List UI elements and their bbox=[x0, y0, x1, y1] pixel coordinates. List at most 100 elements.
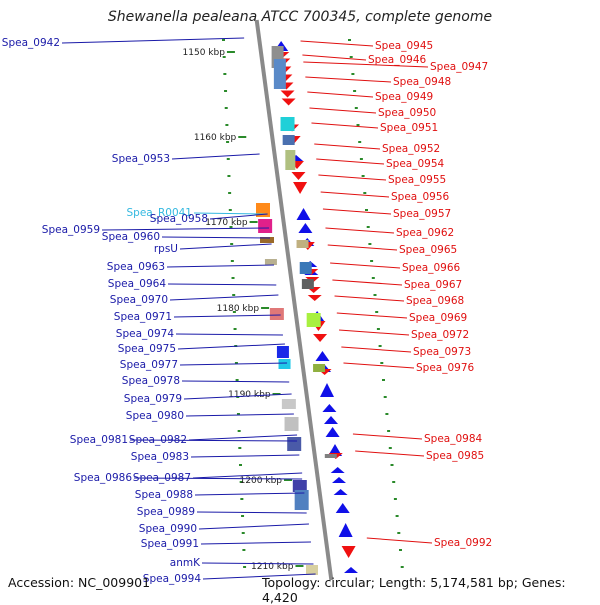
forward-gene-arrow[interactable] bbox=[320, 383, 334, 397]
feature-box[interactable] bbox=[296, 240, 309, 248]
left-gene-label[interactable]: Spea_0975 bbox=[118, 343, 176, 355]
left-gene-label[interactable]: Spea_0977 bbox=[120, 359, 178, 371]
forward-gene-arrow[interactable] bbox=[338, 523, 353, 537]
reverse-gene-arrow[interactable] bbox=[280, 90, 295, 98]
feature-box[interactable] bbox=[292, 480, 307, 492]
feature-box[interactable] bbox=[306, 313, 321, 327]
left-gene-label[interactable]: Spea_0991 bbox=[141, 538, 199, 550]
right-gene-label[interactable]: Spea_0985 bbox=[426, 450, 484, 462]
feature-box[interactable] bbox=[284, 417, 299, 431]
feature-box[interactable] bbox=[301, 279, 314, 289]
right-gene-label[interactable]: Spea_0976 bbox=[416, 362, 475, 374]
left-gene-label[interactable]: Spea_0987 bbox=[133, 472, 191, 484]
left-gene-label[interactable]: Spea_R0041 bbox=[127, 207, 193, 219]
forward-gene-arrow[interactable] bbox=[333, 489, 348, 495]
right-gene-label[interactable]: Spea_0965 bbox=[399, 244, 457, 256]
feature-box[interactable] bbox=[294, 490, 309, 510]
left-gene-label[interactable]: Spea_0959 bbox=[42, 224, 100, 236]
right-gene-label[interactable]: Spea_0966 bbox=[402, 262, 461, 274]
left-gene-label[interactable]: Spea_0983 bbox=[131, 451, 189, 463]
feature-box[interactable] bbox=[299, 262, 312, 274]
reverse-gene-arrow[interactable] bbox=[307, 295, 322, 301]
forward-gene-arrow[interactable] bbox=[335, 503, 350, 513]
right-gene-label[interactable]: Spea_0951 bbox=[380, 122, 438, 134]
left-gene-label[interactable]: Spea_0981 bbox=[70, 434, 128, 446]
right-gene-label[interactable]: Spea_0952 bbox=[382, 143, 440, 155]
forward-gene-arrow[interactable] bbox=[324, 416, 338, 424]
label-leader-line bbox=[339, 329, 410, 336]
right-gene-label[interactable]: Spea_0992 bbox=[434, 537, 492, 549]
forward-gene-arrow[interactable] bbox=[344, 567, 358, 573]
reverse-gene-arrow[interactable] bbox=[313, 334, 328, 342]
left-gene-label[interactable]: anmK bbox=[170, 557, 201, 569]
feature-box[interactable] bbox=[278, 359, 291, 369]
feature-box[interactable] bbox=[281, 399, 296, 409]
left-gene-label[interactable]: Spea_0971 bbox=[114, 311, 172, 323]
left-gene-label[interactable]: Spea_0958 bbox=[150, 213, 208, 225]
right-gene-label[interactable]: Spea_0947 bbox=[430, 61, 488, 73]
right-gene-label[interactable]: Spea_0962 bbox=[396, 227, 454, 239]
right-gene-label[interactable]: Spea_0969 bbox=[409, 312, 467, 324]
left-gene-label[interactable]: Spea_0960 bbox=[102, 231, 160, 243]
right-gene-label[interactable]: Spea_0945 bbox=[375, 40, 433, 52]
left-gene-label[interactable]: Spea_0953 bbox=[112, 153, 170, 165]
label-leader-line bbox=[179, 243, 272, 250]
right-gene-label[interactable]: Spea_0955 bbox=[388, 174, 446, 186]
left-gene-label[interactable]: Spea_0964 bbox=[108, 278, 167, 290]
forward-gene-arrow[interactable] bbox=[330, 467, 345, 473]
right-gene-label[interactable]: Spea_0967 bbox=[404, 279, 462, 291]
feature-box[interactable] bbox=[282, 135, 295, 145]
feature-box[interactable] bbox=[273, 59, 286, 89]
right-gene-label[interactable]: Spea_0949 bbox=[375, 91, 433, 103]
feature-box[interactable] bbox=[280, 117, 295, 131]
left-gene-label[interactable]: Spea_0979 bbox=[124, 393, 182, 405]
feature-box[interactable] bbox=[306, 565, 318, 575]
left-gene-label[interactable]: Spea_0986 bbox=[74, 472, 133, 484]
left-gene-label[interactable]: Spea_0988 bbox=[135, 489, 193, 501]
left-gene-label[interactable]: Spea_0990 bbox=[139, 523, 197, 535]
left-gene-label[interactable]: Spea_0942 bbox=[2, 37, 60, 49]
feature-box[interactable] bbox=[260, 237, 274, 243]
right-gene-label[interactable]: Spea_0973 bbox=[413, 346, 471, 358]
left-gene-label[interactable]: rpsU bbox=[154, 243, 178, 255]
left-gene-label[interactable]: Spea_0980 bbox=[126, 410, 184, 422]
forward-gene-arrow[interactable] bbox=[315, 351, 330, 361]
right-gene-label[interactable]: Spea_0946 bbox=[368, 54, 427, 66]
right-gene-label[interactable]: Spea_0954 bbox=[386, 158, 445, 170]
right-gene-label[interactable]: Spea_0957 bbox=[393, 208, 451, 220]
left-gene-label[interactable]: Spea_0994 bbox=[143, 573, 202, 585]
reverse-gene-arrow[interactable] bbox=[281, 98, 296, 106]
left-gene-label[interactable]: Spea_0974 bbox=[116, 328, 175, 340]
reverse-gene-arrow[interactable] bbox=[291, 172, 306, 180]
forward-gene-arrow[interactable] bbox=[332, 477, 346, 483]
label-leader-line bbox=[171, 153, 260, 160]
feature-box[interactable] bbox=[285, 150, 296, 170]
reverse-gene-arrow[interactable] bbox=[341, 546, 356, 558]
right-gene-label[interactable]: Spea_0956 bbox=[391, 191, 450, 203]
left-gene-label[interactable]: Spea_0978 bbox=[122, 375, 180, 387]
forward-gene-arrow[interactable] bbox=[296, 208, 311, 220]
right-gene-label[interactable]: Spea_0968 bbox=[406, 295, 464, 307]
label-leader-line bbox=[188, 434, 298, 441]
label-leader-line bbox=[166, 264, 275, 268]
right-gene-label[interactable]: Spea_0948 bbox=[393, 76, 451, 88]
feature-box[interactable] bbox=[287, 437, 302, 451]
feature-box[interactable] bbox=[324, 454, 337, 458]
left-gene-label[interactable]: Spea_0989 bbox=[137, 506, 195, 518]
feature-box[interactable] bbox=[264, 259, 277, 265]
left-gene-label[interactable]: Spea_0982 bbox=[129, 434, 187, 446]
feature-box[interactable] bbox=[269, 308, 284, 320]
feature-box[interactable] bbox=[258, 219, 273, 233]
left-gene-label[interactable]: Spea_0963 bbox=[107, 261, 165, 273]
right-gene-label[interactable]: Spea_0950 bbox=[378, 107, 436, 119]
left-gene-label[interactable]: Spea_0970 bbox=[110, 294, 168, 306]
reverse-gene-arrow[interactable] bbox=[293, 182, 308, 194]
right-gene-label[interactable]: Spea_0972 bbox=[411, 329, 469, 341]
feature-box[interactable] bbox=[313, 364, 326, 372]
right-gene-label[interactable]: Spea_0984 bbox=[424, 433, 483, 445]
feature-box[interactable] bbox=[276, 346, 289, 358]
forward-gene-arrow[interactable] bbox=[322, 404, 337, 412]
forward-gene-arrow[interactable] bbox=[325, 427, 340, 437]
forward-gene-arrow[interactable] bbox=[298, 223, 313, 233]
